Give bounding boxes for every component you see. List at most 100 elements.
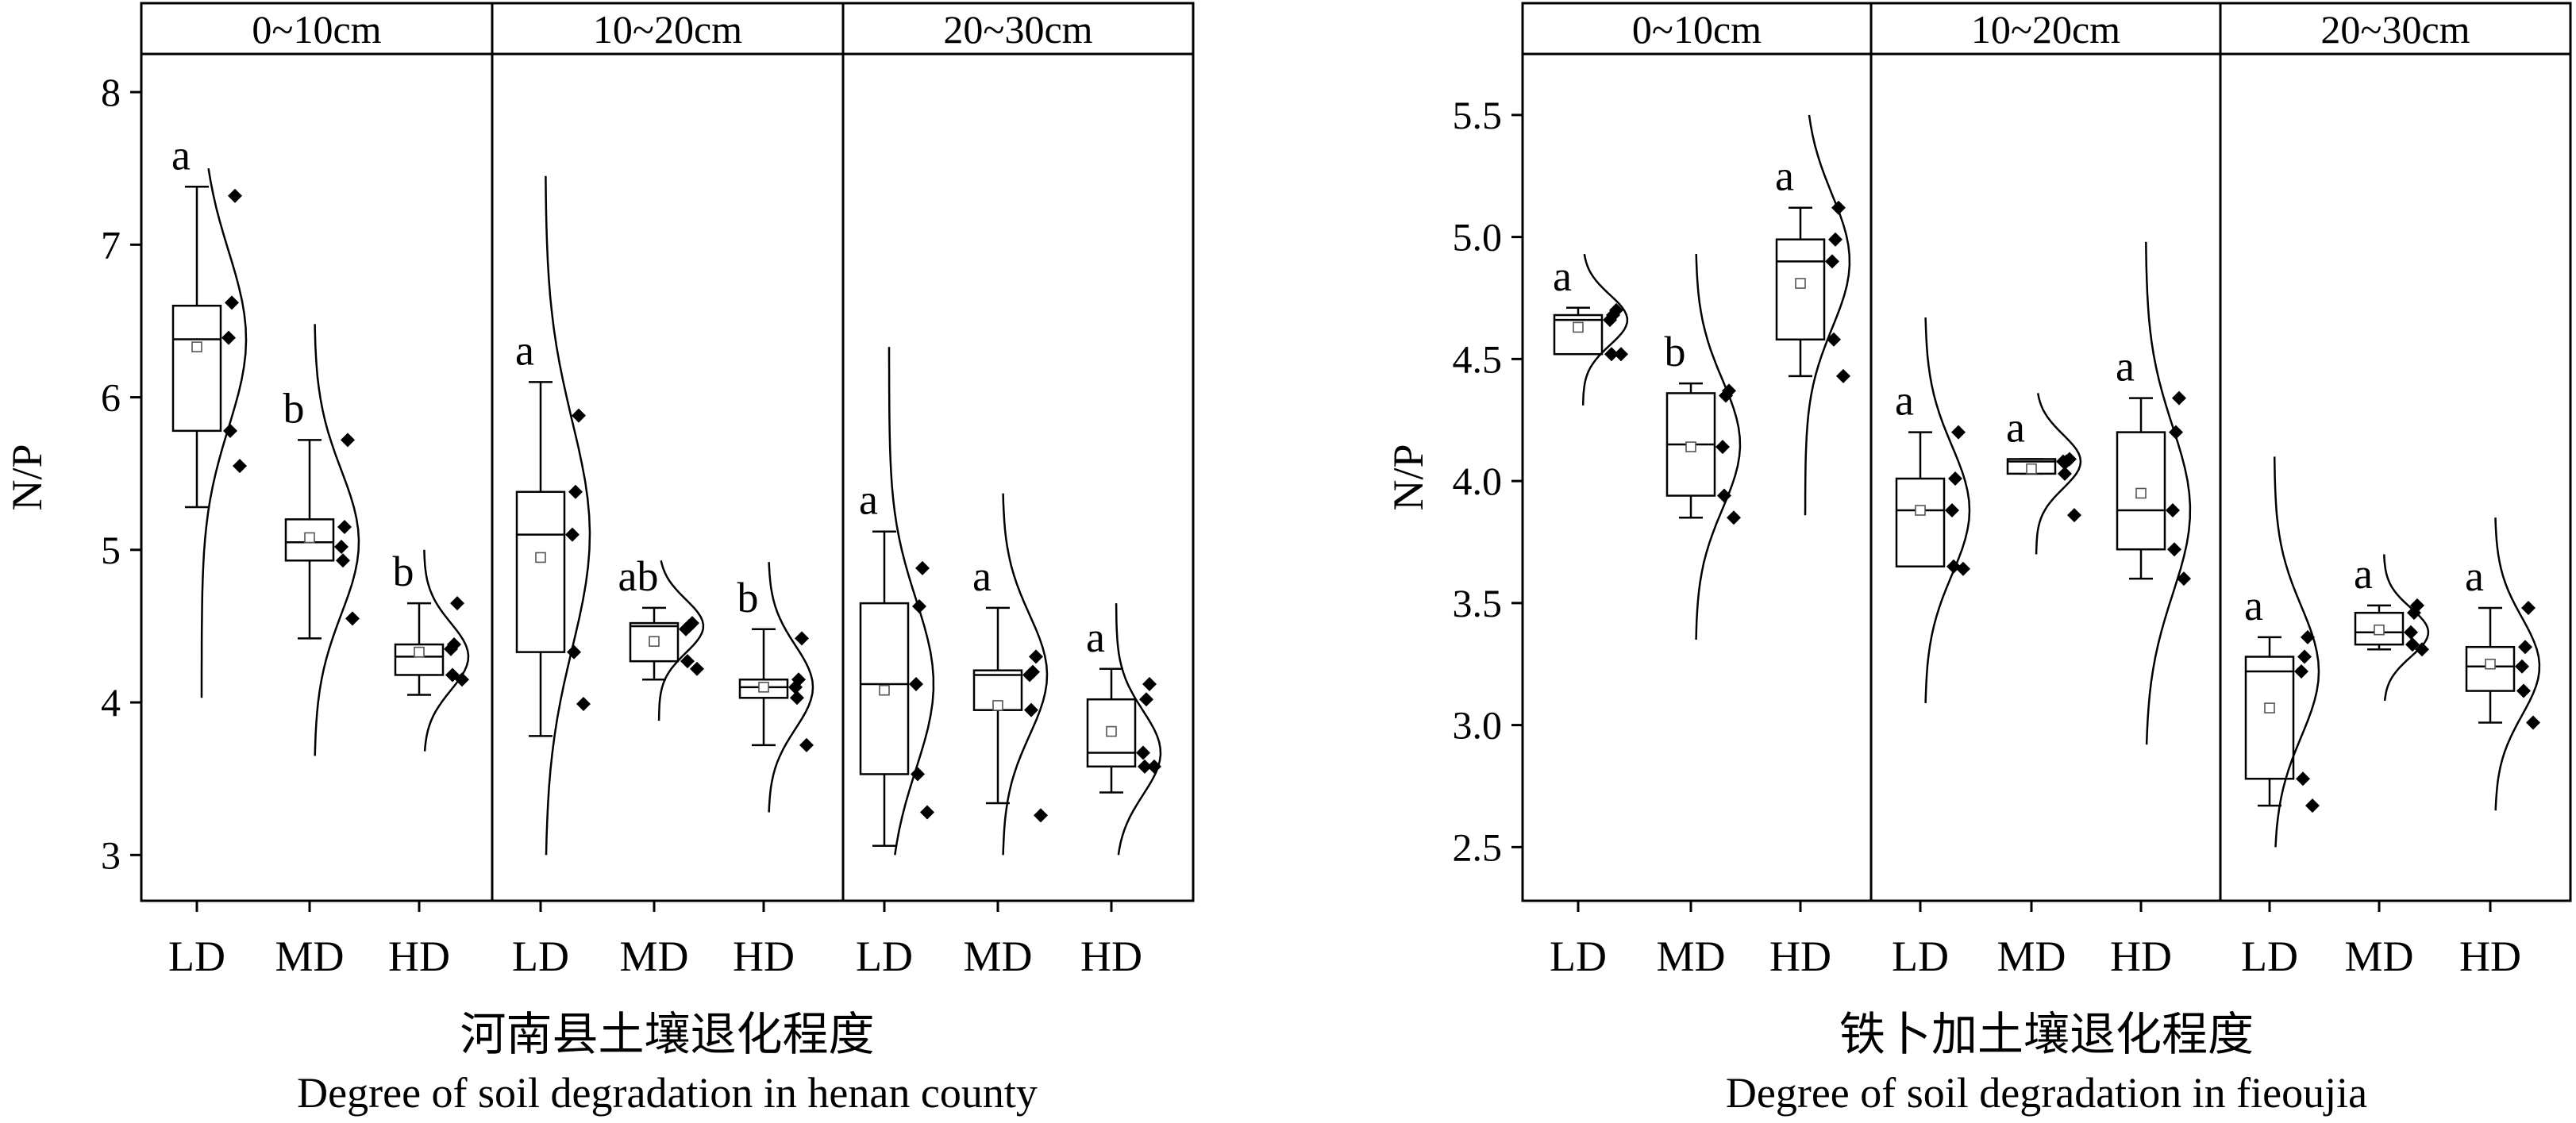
data-point — [2056, 454, 2070, 469]
data-point — [1727, 510, 1741, 525]
data-point — [1831, 200, 1846, 215]
data-point — [2172, 390, 2186, 406]
data-point — [1034, 808, 1048, 823]
chart-panel-2: 2.5 3.0 3.5 4.0 4.5 5.0 5.5 N/P 0~10cm LD a MD b HD a 1… — [1384, 2, 2572, 1117]
data-point — [1945, 503, 1959, 518]
data-point — [2167, 542, 2181, 557]
data-point — [221, 330, 236, 345]
density-curve — [1924, 317, 1971, 703]
data-point — [2177, 571, 2191, 586]
x-tick-label: HD — [1080, 933, 1142, 980]
mean-marker — [1106, 725, 1117, 737]
data-point — [1836, 368, 1850, 383]
mean-marker — [1573, 321, 1584, 333]
data-point — [1022, 667, 1037, 683]
density-curve — [888, 347, 935, 856]
data-point — [679, 621, 693, 636]
y-tick-label: 2.5 — [1453, 825, 1503, 869]
density-curve — [2383, 554, 2430, 702]
box — [1775, 238, 1826, 341]
mean-marker — [879, 684, 890, 696]
y-tick-label: 4.5 — [1453, 337, 1503, 381]
data-point — [2404, 625, 2418, 640]
data-point — [2067, 508, 2081, 523]
data-point — [450, 596, 464, 611]
data-point — [2297, 649, 2312, 664]
y-tick-label: 6 — [101, 375, 121, 420]
data-point — [690, 661, 704, 676]
y-tick-label: 7 — [101, 222, 121, 267]
data-point — [799, 737, 814, 752]
data-point — [1024, 702, 1038, 717]
data-point — [444, 641, 458, 656]
box — [2354, 611, 2405, 646]
x-tick-label: MD — [619, 933, 688, 980]
mean-marker — [1795, 278, 1806, 289]
significance-letter: b — [737, 574, 759, 621]
data-point — [2301, 629, 2315, 644]
density-curve — [2035, 393, 2082, 555]
data-point — [1614, 347, 1628, 362]
data-point — [911, 767, 925, 782]
data-point — [920, 805, 934, 820]
significance-letter: a — [2006, 403, 2025, 451]
significance-letter: a — [859, 476, 878, 524]
data-point — [337, 519, 352, 534]
data-point — [2058, 466, 2072, 481]
x-tick-label: HD — [1769, 933, 1831, 980]
x-tick-label: HD — [733, 933, 795, 980]
significance-letter: b — [393, 548, 414, 595]
mean-marker — [2135, 487, 2147, 499]
data-point — [909, 677, 923, 692]
density-curve — [1002, 493, 1049, 856]
significance-letter: a — [2465, 552, 2484, 600]
mean-marker — [992, 700, 1003, 711]
mean-marker — [2026, 463, 2037, 475]
facet-label: 20~30cm — [943, 7, 1092, 52]
data-point — [1951, 425, 1966, 440]
significance-letter: b — [283, 384, 305, 432]
significance-letter: a — [972, 552, 992, 600]
data-point — [2521, 601, 2536, 616]
data-point — [915, 560, 930, 575]
y-tick-label: 3 — [101, 833, 121, 877]
x-tick-label: LD — [1550, 933, 1607, 980]
density-curve — [2273, 456, 2320, 848]
y-tick-label: 4.0 — [1453, 459, 1503, 503]
y-tick-label: 3.5 — [1453, 581, 1503, 625]
facet-label: 10~20cm — [1971, 7, 2120, 52]
data-point — [1029, 649, 1043, 664]
data-point — [788, 679, 803, 694]
significance-letter: b — [1665, 328, 1686, 375]
x-axis-title-cn: 铁卜加土壤退化程度 — [1839, 1009, 2254, 1060]
mean-marker — [758, 682, 769, 693]
data-point — [2305, 798, 2320, 813]
data-point — [1139, 692, 1153, 707]
data-point — [233, 459, 247, 474]
x-tick-label: LD — [512, 933, 569, 980]
data-point — [576, 696, 591, 711]
data-point — [2166, 503, 2180, 518]
data-point — [2516, 683, 2531, 698]
data-point — [228, 188, 242, 203]
significance-letter: a — [1086, 613, 1105, 661]
y-tick-label: 4 — [101, 680, 121, 725]
data-point — [565, 527, 580, 542]
data-point — [1136, 745, 1150, 760]
mean-marker — [1685, 441, 1696, 452]
density-curve — [1115, 603, 1162, 856]
box — [2244, 656, 2295, 780]
data-point — [2526, 715, 2540, 730]
facet-label: 10~20cm — [593, 7, 742, 52]
y-tick-label: 8 — [101, 70, 121, 114]
significance-letter: a — [2354, 550, 2373, 598]
data-point — [345, 611, 360, 626]
x-tick-label: MD — [963, 933, 1032, 980]
box — [1553, 313, 1604, 356]
data-point — [2405, 637, 2420, 652]
density-curve — [2494, 517, 2541, 811]
x-tick-label: HD — [2459, 933, 2521, 980]
chart-panel-1: 345678N/P0~10cmLDaMDbHDb10~20cmLDaMDabHD… — [3, 2, 1195, 1117]
y-axis-label: N/P — [1384, 444, 1432, 510]
data-point — [912, 598, 926, 613]
